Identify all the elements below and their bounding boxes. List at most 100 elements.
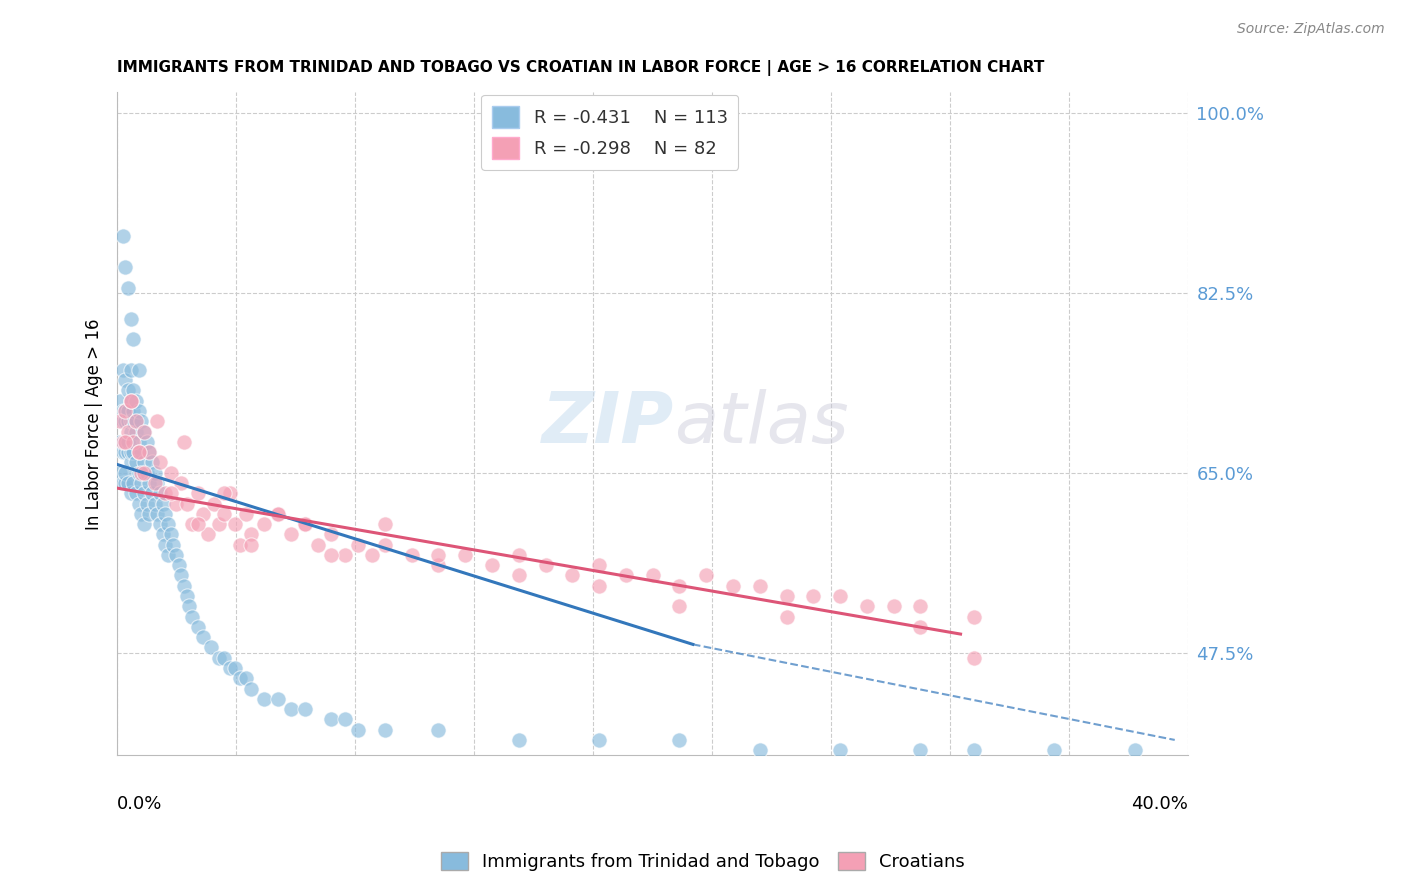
Immigrants from Trinidad and Tobago [176, 589, 198, 603]
Croatians [294, 517, 316, 532]
Croatians [128, 445, 150, 459]
Croatians [508, 568, 530, 582]
Immigrants from Trinidad and Tobago [111, 404, 134, 418]
Croatians [120, 393, 142, 408]
Immigrants from Trinidad and Tobago [224, 661, 246, 675]
Croatians [427, 558, 450, 573]
Immigrants from Trinidad and Tobago [427, 723, 450, 737]
Y-axis label: In Labor Force | Age > 16: In Labor Force | Age > 16 [86, 318, 103, 530]
Immigrants from Trinidad and Tobago [668, 733, 690, 747]
Immigrants from Trinidad and Tobago [155, 538, 177, 552]
Immigrants from Trinidad and Tobago [186, 620, 208, 634]
Croatians [374, 517, 396, 532]
Immigrants from Trinidad and Tobago [120, 486, 142, 500]
Croatians [202, 497, 225, 511]
Immigrants from Trinidad and Tobago [122, 384, 145, 398]
Croatians [191, 507, 214, 521]
Immigrants from Trinidad and Tobago [208, 650, 231, 665]
Croatians [240, 527, 263, 541]
Croatians [214, 486, 236, 500]
Croatians [963, 650, 986, 665]
Croatians [910, 620, 932, 634]
Immigrants from Trinidad and Tobago [141, 455, 163, 469]
Croatians [173, 434, 195, 449]
Immigrants from Trinidad and Tobago [135, 434, 157, 449]
Croatians [641, 568, 664, 582]
Immigrants from Trinidad and Tobago [179, 599, 201, 614]
Croatians [197, 527, 219, 541]
Text: 40.0%: 40.0% [1132, 795, 1188, 814]
Croatians [856, 599, 879, 614]
Immigrants from Trinidad and Tobago [111, 229, 134, 244]
Croatians [481, 558, 503, 573]
Immigrants from Trinidad and Tobago [167, 558, 190, 573]
Immigrants from Trinidad and Tobago [129, 414, 152, 428]
Croatians [668, 599, 690, 614]
Croatians [801, 589, 824, 603]
Croatians [321, 548, 343, 562]
Croatians [374, 538, 396, 552]
Croatians [125, 414, 148, 428]
Croatians [360, 548, 382, 562]
Immigrants from Trinidad and Tobago [132, 517, 155, 532]
Croatians [155, 486, 177, 500]
Immigrants from Trinidad and Tobago [108, 434, 131, 449]
Croatians [176, 497, 198, 511]
Immigrants from Trinidad and Tobago [120, 393, 142, 408]
Immigrants from Trinidad and Tobago [108, 466, 131, 480]
Immigrants from Trinidad and Tobago [132, 455, 155, 469]
Immigrants from Trinidad and Tobago [267, 691, 290, 706]
Immigrants from Trinidad and Tobago [508, 733, 530, 747]
Immigrants from Trinidad and Tobago [253, 691, 276, 706]
Croatians [668, 579, 690, 593]
Croatians [114, 434, 136, 449]
Croatians [748, 579, 770, 593]
Immigrants from Trinidad and Tobago [138, 475, 160, 490]
Croatians [775, 589, 797, 603]
Immigrants from Trinidad and Tobago [138, 507, 160, 521]
Immigrants from Trinidad and Tobago [155, 507, 177, 521]
Immigrants from Trinidad and Tobago [128, 404, 150, 418]
Croatians [108, 414, 131, 428]
Croatians [401, 548, 423, 562]
Immigrants from Trinidad and Tobago [120, 363, 142, 377]
Immigrants from Trinidad and Tobago [129, 475, 152, 490]
Immigrants from Trinidad and Tobago [114, 404, 136, 418]
Immigrants from Trinidad and Tobago [125, 425, 148, 439]
Immigrants from Trinidad and Tobago [132, 486, 155, 500]
Croatians [534, 558, 557, 573]
Immigrants from Trinidad and Tobago [157, 548, 180, 562]
Croatians [333, 548, 356, 562]
Croatians [165, 497, 187, 511]
Immigrants from Trinidad and Tobago [125, 486, 148, 500]
Croatians [910, 599, 932, 614]
Immigrants from Trinidad and Tobago [229, 671, 252, 685]
Immigrants from Trinidad and Tobago [321, 712, 343, 726]
Croatians [695, 568, 717, 582]
Immigrants from Trinidad and Tobago [114, 260, 136, 275]
Immigrants from Trinidad and Tobago [128, 466, 150, 480]
Immigrants from Trinidad and Tobago [125, 393, 148, 408]
Croatians [111, 434, 134, 449]
Immigrants from Trinidad and Tobago [125, 414, 148, 428]
Immigrants from Trinidad and Tobago [120, 311, 142, 326]
Immigrants from Trinidad and Tobago [120, 414, 142, 428]
Immigrants from Trinidad and Tobago [294, 702, 316, 716]
Text: atlas: atlas [673, 390, 849, 458]
Immigrants from Trinidad and Tobago [125, 455, 148, 469]
Immigrants from Trinidad and Tobago [122, 332, 145, 346]
Immigrants from Trinidad and Tobago [114, 373, 136, 387]
Croatians [235, 507, 257, 521]
Immigrants from Trinidad and Tobago [122, 414, 145, 428]
Croatians [149, 455, 172, 469]
Immigrants from Trinidad and Tobago [122, 475, 145, 490]
Immigrants from Trinidad and Tobago [218, 661, 240, 675]
Croatians [508, 548, 530, 562]
Croatians [614, 568, 637, 582]
Immigrants from Trinidad and Tobago [1043, 743, 1066, 757]
Immigrants from Trinidad and Tobago [214, 650, 236, 665]
Immigrants from Trinidad and Tobago [141, 486, 163, 500]
Immigrants from Trinidad and Tobago [138, 445, 160, 459]
Legend: R = -0.431    N = 113, R = -0.298    N = 82: R = -0.431 N = 113, R = -0.298 N = 82 [481, 95, 738, 169]
Croatians [117, 425, 139, 439]
